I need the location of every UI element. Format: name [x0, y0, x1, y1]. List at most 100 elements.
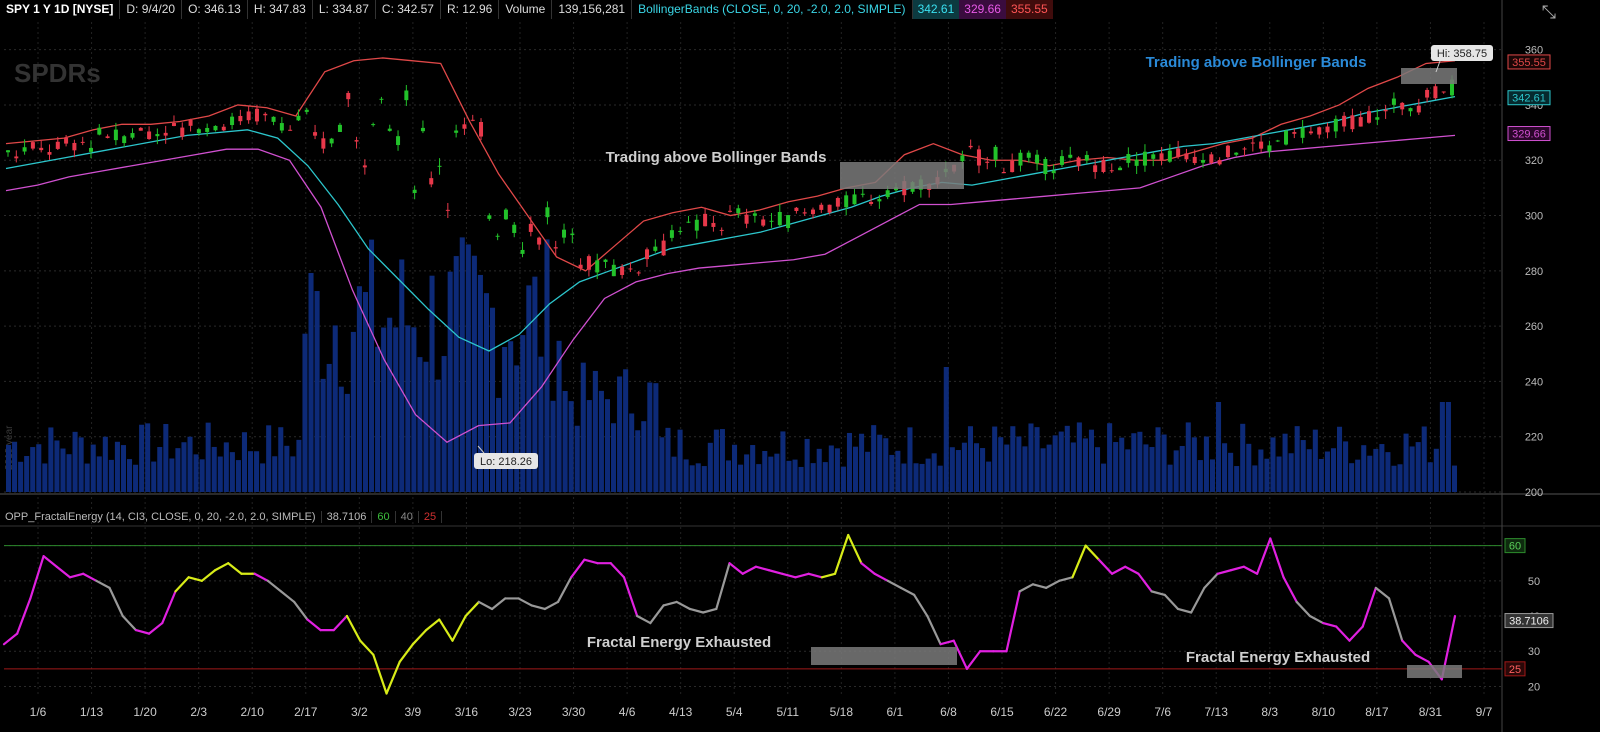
candle-body: [14, 156, 19, 159]
candle-body: [1408, 108, 1413, 112]
fe-segment: [675, 600, 692, 611]
volume-bar: [381, 327, 387, 492]
candle-body: [346, 92, 351, 100]
candle-body: [503, 209, 508, 220]
volume-bar: [84, 463, 90, 492]
annotation-exhausted-2: Fractal Energy Exhausted: [1186, 649, 1370, 666]
volume-label[interactable]: Volume: [499, 0, 553, 19]
candle-body: [885, 190, 890, 198]
volume-bar: [441, 356, 447, 492]
candle-body: [80, 141, 85, 143]
volume-bar: [816, 448, 822, 492]
volume-bar: [490, 307, 496, 492]
volume-bar: [24, 456, 30, 492]
candle-body: [844, 195, 849, 208]
candle-body: [595, 260, 600, 273]
candle-body: [254, 108, 259, 122]
volume-bar: [1179, 445, 1185, 492]
volume-bar: [1197, 460, 1203, 492]
candle-body: [802, 212, 807, 214]
candle-body: [429, 178, 434, 185]
volume-bar: [1252, 465, 1258, 492]
fe-segment: [1071, 544, 1087, 579]
fe-segment: [807, 572, 823, 579]
x-tick-label: 2/17: [294, 705, 318, 719]
price-label-lower: 329.66: [1512, 129, 1546, 141]
volume-bar: [1234, 466, 1240, 492]
volume-bar: [992, 426, 998, 492]
volume-bar: [1143, 444, 1149, 492]
volume-bar: [550, 400, 556, 492]
volume-bar: [768, 456, 774, 492]
volume-bar: [1397, 464, 1403, 492]
hi-pointer: [1435, 60, 1441, 73]
candle-body: [586, 256, 591, 270]
fe-segment: [477, 600, 494, 611]
candle-body: [1126, 154, 1131, 163]
volume-bar: [792, 459, 798, 492]
candle-body: [462, 124, 467, 129]
x-tick-label: 8/3: [1261, 705, 1278, 719]
x-tick-label: 3/30: [562, 705, 586, 719]
candle-body: [404, 90, 409, 101]
volume-bar: [713, 429, 719, 492]
fe-highlight-box-2: [1407, 665, 1462, 678]
candle-body: [761, 219, 766, 226]
fe-segment: [609, 562, 626, 579]
volume-bar: [1131, 433, 1137, 492]
hi-label: Hi: 358.75: [1437, 48, 1487, 60]
volume-bar: [223, 442, 229, 492]
x-tick-label: 2/10: [241, 705, 265, 719]
x-tick-label: 4/13: [669, 705, 693, 719]
volume-bar: [913, 463, 919, 492]
volume-bar: [859, 433, 865, 492]
fe-segment: [622, 576, 639, 618]
volume-value: 139,156,281: [552, 0, 633, 19]
fe-segment: [1044, 579, 1061, 589]
volume-bar: [701, 466, 707, 492]
volume-bar: [54, 440, 60, 492]
candle-body: [1234, 152, 1239, 155]
candle-body: [1084, 154, 1089, 161]
volume-bar: [1064, 425, 1070, 492]
candle-body: [105, 136, 110, 138]
volume-bar: [1445, 402, 1451, 492]
fe-tick-label: 20: [1528, 681, 1540, 693]
fe-segment: [213, 562, 230, 572]
x-tick-label: 1/6: [30, 705, 47, 719]
bb-lower-value: 329.66: [959, 0, 1006, 19]
candle-body: [188, 119, 193, 126]
fe-segment: [1269, 537, 1285, 579]
volume-bar: [871, 425, 877, 492]
candle-body: [238, 115, 243, 122]
candle-body: [976, 149, 981, 166]
volume-bar: [853, 446, 859, 492]
fe-segment: [833, 533, 850, 575]
candle-body: [487, 215, 492, 219]
volume-bar: [496, 397, 502, 492]
candle-body: [1159, 153, 1164, 160]
candle-body: [1043, 158, 1048, 175]
candle-body: [412, 189, 417, 193]
volume-bar: [647, 382, 653, 492]
fe-tick-label: 30: [1528, 646, 1540, 658]
volume-bar: [453, 256, 459, 492]
candle-body: [122, 136, 127, 144]
close-icon[interactable]: ⤡: [1541, 2, 1556, 22]
fe-segment: [293, 600, 309, 621]
symbol-label[interactable]: SPY 1 Y 1D [NYSE]: [0, 0, 121, 19]
fe-segment: [754, 565, 771, 572]
volume-bar: [326, 363, 332, 492]
volume-bar: [804, 438, 810, 492]
indicator-label[interactable]: OPP_FractalEnergy (14, CI3, CLOSE, 0, 20…: [0, 510, 322, 523]
fe-segment: [1242, 565, 1259, 575]
fe-segment: [1374, 586, 1391, 600]
fe-segment: [95, 579, 111, 589]
volume-bar: [193, 454, 199, 492]
bollinger-label[interactable]: BollingerBands (CLOSE, 0, 20, -2.0, 2.0,…: [632, 0, 913, 19]
volume-bar: [169, 458, 175, 492]
price-label-mid: 342.61: [1512, 93, 1546, 105]
candle-body: [1275, 140, 1280, 142]
x-tick-label: 2/3: [190, 705, 207, 719]
volume-bar: [108, 459, 114, 492]
